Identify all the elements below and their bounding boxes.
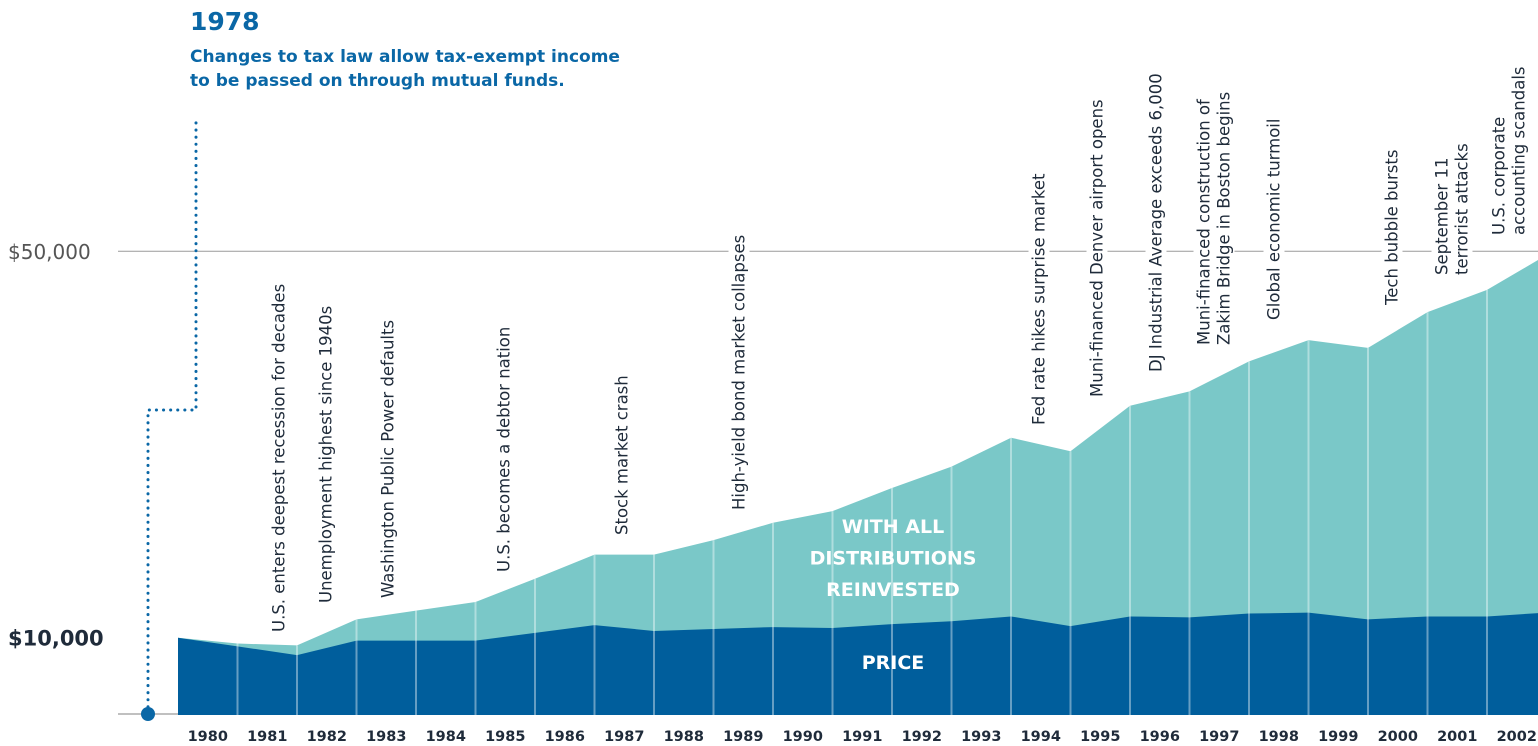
event-text-bg xyxy=(728,231,750,513)
event-text: Global economic turmoil xyxy=(1265,119,1284,320)
annotation-title: 1978 xyxy=(190,7,260,36)
event-text: Zakim Bridge in Boston begins xyxy=(1215,92,1234,345)
event-text: U.S. becomes a debtor nation xyxy=(495,327,514,572)
event-label: U.S. becomes a debtor nation xyxy=(493,323,515,575)
x-tick-label: 1997 xyxy=(1199,729,1239,745)
event-text: Muni-financed construction of xyxy=(1195,98,1214,345)
foreground-layer: 1978 Changes to tax law allow tax-exempt… xyxy=(141,7,1537,745)
event-label: Fed rate hikes surprise market xyxy=(1028,170,1050,428)
event-label: Muni-financed Denver airport opens xyxy=(1086,96,1108,400)
x-tick-label: 1999 xyxy=(1318,729,1358,745)
x-tick-label: 1995 xyxy=(1080,729,1120,745)
event-text: September 11 xyxy=(1433,158,1452,275)
x-tick-label: 2000 xyxy=(1378,729,1418,745)
event-label: Muni-financed construction of xyxy=(1193,95,1215,348)
event-label: Zakim Bridge in Boston begins xyxy=(1213,88,1235,348)
event-text: Unemployment highest since 1940s xyxy=(317,306,336,603)
x-tick-label: 2002 xyxy=(1497,729,1537,745)
event-label: September 11 xyxy=(1431,154,1453,278)
event-text-bg xyxy=(1381,146,1403,309)
event-text: Muni-financed Denver airport opens xyxy=(1088,99,1107,397)
x-tick-label: 1996 xyxy=(1140,729,1180,745)
event-text-bg xyxy=(611,372,633,538)
event-label: Washington Public Power defaults xyxy=(377,316,399,601)
x-tick-label: 2001 xyxy=(1437,729,1477,745)
event-text-bg xyxy=(1431,154,1453,278)
event-text-bg xyxy=(1086,96,1108,400)
annotation-dot xyxy=(141,707,155,721)
event-text: accounting scandals xyxy=(1510,67,1529,236)
event-label: Unemployment highest since 1940s xyxy=(315,302,337,606)
event-text-bg xyxy=(1488,113,1510,238)
event-text-bg xyxy=(1263,115,1285,323)
annotation-text: to be passed on through mutual funds. xyxy=(190,71,565,91)
x-tick-label: 1998 xyxy=(1259,729,1299,745)
y-tick-label: $10,000 xyxy=(8,627,104,651)
x-tick-label: 1992 xyxy=(902,729,942,745)
annotation-connector xyxy=(146,118,198,716)
event-text-bg xyxy=(1451,140,1473,278)
event-text: Tech bubble bursts xyxy=(1383,150,1402,306)
event-text: Washington Public Power defaults xyxy=(379,320,398,598)
series-label: WITH ALL DISTRIBUTIONS REINVESTED xyxy=(810,516,977,601)
x-tick-label: 1994 xyxy=(1021,729,1061,745)
event-text-bg xyxy=(1193,95,1215,348)
area-layer: WITH ALL DISTRIBUTIONS REINVESTED PRICE xyxy=(178,260,1538,715)
x-tick-label: 1981 xyxy=(247,729,287,745)
event-label: terrorist attacks xyxy=(1451,140,1473,278)
event-text: DJ Industrial Average exceeds 6,000 xyxy=(1147,73,1166,372)
event-text-bg xyxy=(1213,88,1235,348)
event-text-bg xyxy=(377,316,399,601)
x-tick-label: 1982 xyxy=(307,729,347,745)
event-text: High-yield bond market collapses xyxy=(730,235,749,510)
event-text-bg xyxy=(315,302,337,606)
x-tick-label: 1985 xyxy=(485,729,525,745)
event-text: U.S. enters deepest recession for decade… xyxy=(270,284,289,632)
event-text-bg xyxy=(1028,170,1050,428)
annotation-text: Changes to tax law allow tax-exempt inco… xyxy=(190,47,620,67)
event-text-bg xyxy=(268,280,290,635)
event-label: Stock market crash xyxy=(611,372,633,538)
event-text-bg xyxy=(1508,63,1530,238)
x-tick-label: 1991 xyxy=(842,729,882,745)
x-tick-label: 1990 xyxy=(783,729,823,745)
event-text-bg xyxy=(1145,70,1167,375)
x-tick-label: 1983 xyxy=(366,729,406,745)
event-label: U.S. corporate xyxy=(1488,113,1510,238)
event-label: Global economic turmoil xyxy=(1263,115,1285,323)
event-label: High-yield bond market collapses xyxy=(728,231,750,513)
y-tick-label: $50,000 xyxy=(8,240,91,264)
x-tick-label: 1987 xyxy=(604,729,644,745)
x-tick-label: 1986 xyxy=(545,729,585,745)
area xyxy=(178,612,1538,715)
event-label: accounting scandals xyxy=(1508,63,1530,238)
event-text: terrorist attacks xyxy=(1453,143,1472,275)
x-tick-label: 1989 xyxy=(723,729,763,745)
event-text: Stock market crash xyxy=(613,375,632,535)
series-label: PRICE xyxy=(862,652,925,674)
area xyxy=(178,260,1538,715)
x-tick-label: 1984 xyxy=(426,729,466,745)
x-tick-label: 1993 xyxy=(961,729,1001,745)
event-label: DJ Industrial Average exceeds 6,000 xyxy=(1145,70,1167,375)
x-tick-label: 1980 xyxy=(188,729,228,745)
event-text-bg xyxy=(493,323,515,575)
event-text: Fed rate hikes surprise market xyxy=(1030,173,1049,425)
x-tick-label: 1988 xyxy=(664,729,704,745)
event-label: Tech bubble bursts xyxy=(1381,146,1403,309)
event-label: U.S. enters deepest recession for decade… xyxy=(268,280,290,635)
event-text: U.S. corporate xyxy=(1490,117,1509,235)
